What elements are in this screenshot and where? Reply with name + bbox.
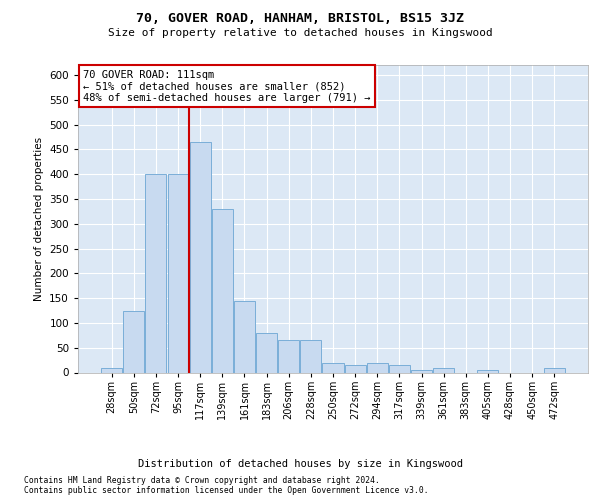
Bar <box>411 370 432 372</box>
Bar <box>256 333 277 372</box>
Bar <box>278 340 299 372</box>
Bar <box>322 362 344 372</box>
Bar <box>367 362 388 372</box>
Bar <box>234 300 255 372</box>
Bar <box>212 209 233 372</box>
Text: Contains HM Land Registry data © Crown copyright and database right 2024.: Contains HM Land Registry data © Crown c… <box>24 476 380 485</box>
Text: Distribution of detached houses by size in Kingswood: Distribution of detached houses by size … <box>137 459 463 469</box>
Text: Size of property relative to detached houses in Kingswood: Size of property relative to detached ho… <box>107 28 493 38</box>
Bar <box>145 174 166 372</box>
Bar <box>101 368 122 372</box>
Bar <box>344 365 365 372</box>
Text: 70, GOVER ROAD, HANHAM, BRISTOL, BS15 3JZ: 70, GOVER ROAD, HANHAM, BRISTOL, BS15 3J… <box>136 12 464 26</box>
Bar <box>124 310 145 372</box>
Bar <box>301 340 322 372</box>
Bar <box>544 368 565 372</box>
Text: Contains public sector information licensed under the Open Government Licence v3: Contains public sector information licen… <box>24 486 428 495</box>
Bar <box>167 174 188 372</box>
Bar <box>389 365 410 372</box>
Bar <box>433 368 454 372</box>
Text: 70 GOVER ROAD: 111sqm
← 51% of detached houses are smaller (852)
48% of semi-det: 70 GOVER ROAD: 111sqm ← 51% of detached … <box>83 70 371 103</box>
Bar <box>190 142 211 372</box>
Y-axis label: Number of detached properties: Number of detached properties <box>34 136 44 301</box>
Bar <box>478 370 499 372</box>
